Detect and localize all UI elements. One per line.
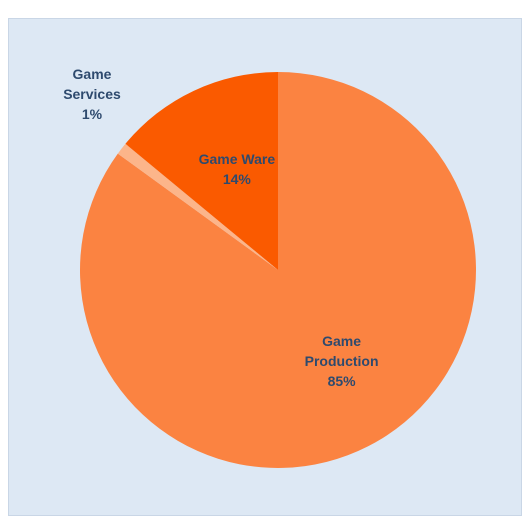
slice-label-game-services: Game Services 1% (63, 66, 121, 122)
slice-labels: Game Production 85% Game Services 1% Game Ware… (63, 66, 378, 389)
pie-slice-game-ware (125, 72, 278, 270)
slice-label-game-ware: Game Ware 14% (199, 151, 276, 187)
slice-label-game-production: Game Production 85% (305, 333, 379, 389)
pie-slices (79, 72, 476, 468)
pie-slice-game-production (79, 72, 476, 468)
pie-slice-game-services (117, 143, 278, 270)
